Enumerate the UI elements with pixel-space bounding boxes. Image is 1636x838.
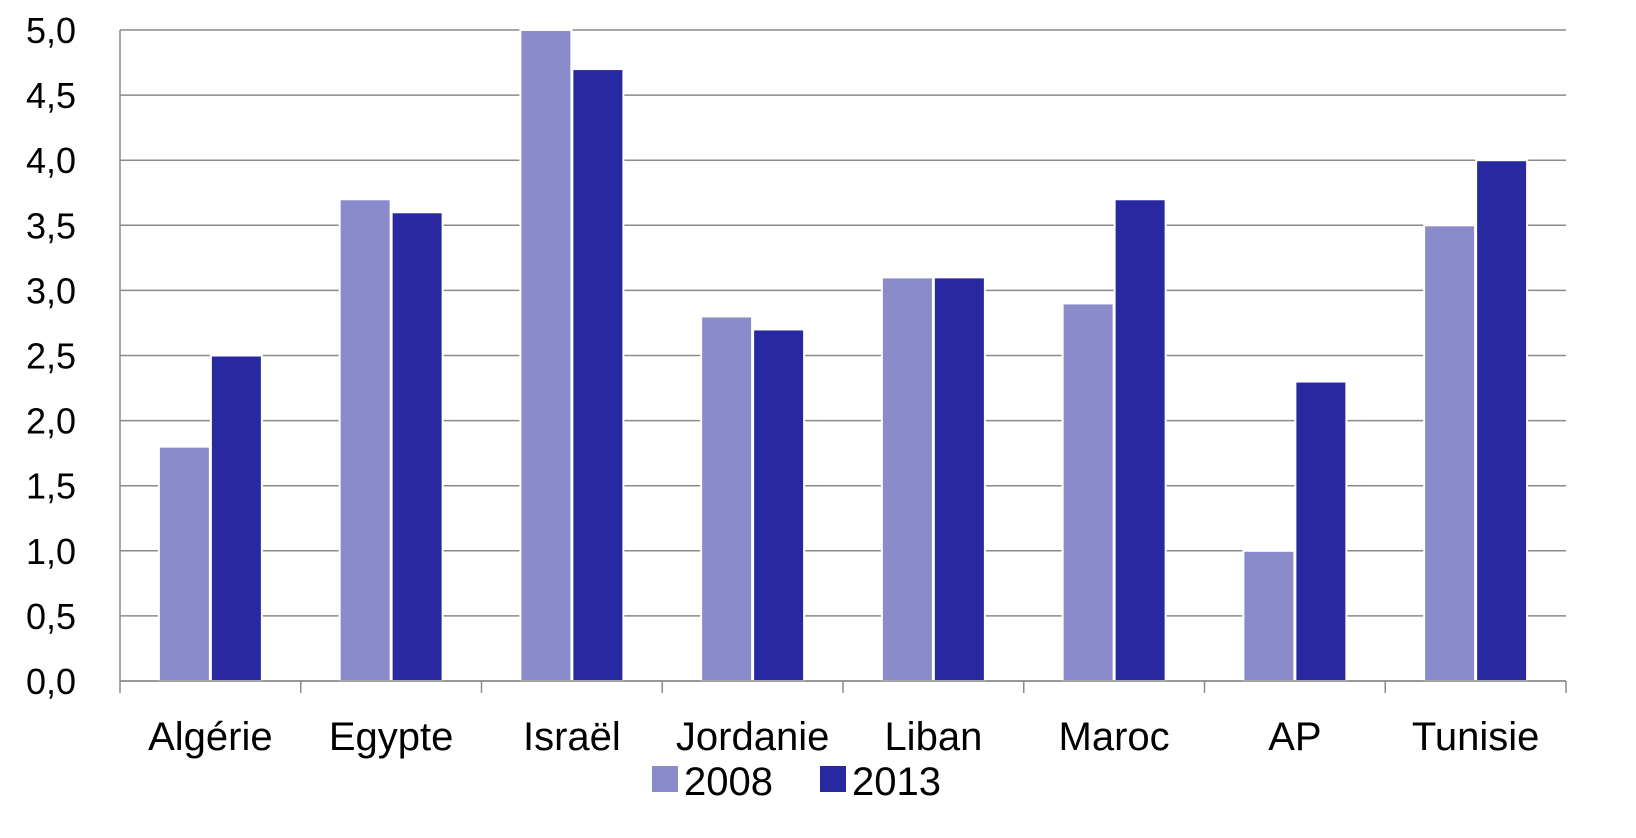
bars: [157, 29, 1529, 683]
legend: 2008 2013: [652, 760, 941, 804]
bar-2013-AP: [1294, 380, 1348, 682]
y-tick-label: 2,5: [26, 336, 76, 377]
y-tick-label: 2,0: [26, 401, 76, 442]
legend-label: 2008: [684, 760, 773, 804]
y-tick-label: 1,5: [26, 466, 76, 507]
bar-2008-Egypte: [338, 198, 392, 682]
y-tick-label: 0,5: [26, 596, 76, 637]
y-tick-label: 4,5: [26, 75, 76, 116]
y-tick-label: 3,5: [26, 205, 76, 246]
x-tick-label: Jordanie: [676, 715, 829, 759]
bar-2008-Maroc: [1061, 302, 1115, 682]
gridlines: [120, 29, 1566, 682]
bar-2008-Tunisie: [1423, 224, 1477, 683]
bar-2013-Tunisie: [1475, 159, 1529, 682]
x-tick-label: AP: [1268, 715, 1321, 759]
bar-2008-AP: [1242, 549, 1296, 682]
bar-2008-Israël: [519, 29, 573, 682]
legend-swatch-2013: [820, 766, 846, 792]
bar-2008-Algérie: [157, 445, 211, 683]
bar-2013-Maroc: [1113, 198, 1167, 682]
bar-2013-Israël: [571, 68, 625, 682]
x-tick-label: Maroc: [1059, 715, 1170, 759]
bar-2013-Algérie: [209, 354, 263, 682]
x-tick-label: Liban: [884, 715, 982, 759]
bar-2013-Liban: [932, 276, 986, 682]
bar-2013-Egypte: [390, 211, 444, 682]
x-tick-label: Tunisie: [1412, 715, 1539, 759]
legend-swatch-2008: [652, 766, 678, 792]
bar-2008-Liban: [880, 276, 934, 682]
bar-2008-Jordanie: [700, 315, 754, 682]
legend-label: 2013: [852, 760, 941, 804]
x-tick-label: Algérie: [148, 715, 273, 759]
bar-2013-Jordanie: [752, 328, 806, 682]
y-tick-label: 5,0: [26, 10, 76, 51]
y-tick-label: 4,0: [26, 140, 76, 181]
axes: 0,0 0,5 1,0 1,5 2,0 2,5 3,0 3,5 4,0 4,5 5,0 Algérie…: [26, 10, 1567, 759]
x-tick-label: Israël: [523, 715, 621, 759]
y-tick-label: 1,0: [26, 531, 76, 572]
x-tick-label: Egypte: [329, 715, 454, 759]
y-tick-label: 0,0: [26, 661, 76, 702]
y-tick-label: 3,0: [26, 270, 76, 311]
